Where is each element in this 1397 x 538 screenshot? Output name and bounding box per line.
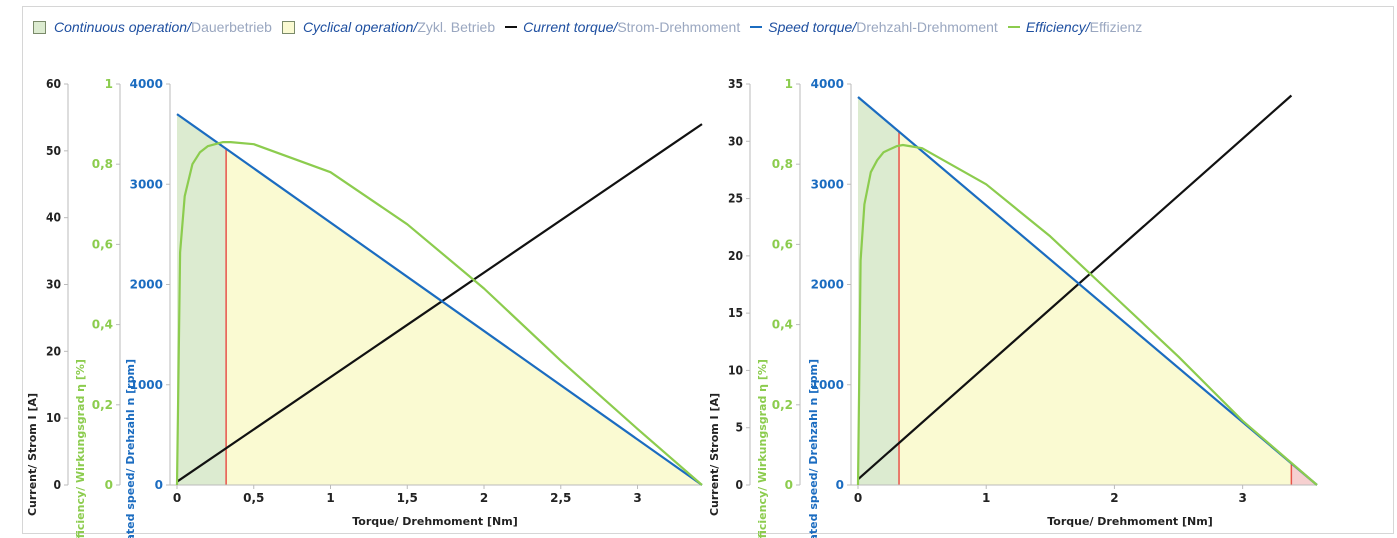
speed-axis-label: Rated speed/ Drehzahl n [rpm] [124, 359, 137, 538]
legend-swatch-continuous [33, 20, 46, 34]
legend-label-en: Continuous operation/ [54, 19, 191, 35]
legend-label-de: Strom-Drehmoment [617, 19, 741, 35]
x-tick-label: 2 [480, 491, 488, 505]
efficiency-series-line [175, 141, 703, 486]
current-axis-label: Current/ Strom I [A] [708, 393, 721, 516]
speed-tick-label: 4000 [811, 77, 844, 91]
legend-item-speed[interactable]: Speed torque/ Drehzahl-Drehmoment [750, 19, 998, 35]
speed-tick-label: 3000 [811, 177, 844, 191]
current-axis-label: Current/ Strom I [A] [26, 393, 39, 516]
legend-item-efficiency[interactable]: Efficiency/ Effizienz [1007, 19, 1143, 35]
speed-tick-label: 0 [836, 478, 844, 492]
speed-tick-label: 2000 [811, 278, 844, 292]
speed-tick-label: 3000 [130, 177, 163, 191]
speed-tick-label: 2000 [130, 278, 163, 292]
x-axis-label: Torque/ Drehmoment [Nm] [1047, 515, 1212, 528]
legend-item-continuous[interactable]: Continuous operation/ Dauerbetrieb [33, 19, 272, 35]
x-tick-label: 3 [633, 491, 641, 505]
speed-tick-label: 1000 [130, 378, 163, 392]
current-tick-label: 35 [728, 77, 743, 91]
continuous-region [858, 97, 900, 485]
current-tick-label: 10 [728, 363, 743, 377]
x-tick-label: 2 [1110, 491, 1118, 505]
efficiency-axis-label: Efficiency/ Wirkungsgrad η [%] [756, 359, 769, 538]
x-tick-label: 0,5 [243, 491, 264, 505]
speed-series-line [176, 113, 703, 486]
speed-axis-label: Rated speed/ Drehzahl n [rpm] [807, 359, 820, 538]
current-tick-label: 10 [46, 411, 61, 425]
efficiency-tick-label: 0,4 [92, 318, 113, 332]
current-series-line [857, 94, 1293, 481]
efficiency-tick-label: 0,2 [92, 398, 113, 412]
legend-item-current[interactable]: Current torque/ Strom-Drehmoment [505, 19, 740, 35]
efficiency-axis-label: Efficiency/ Wirkungsgrad η [%] [74, 359, 87, 538]
current-tick-label: 20 [46, 344, 61, 358]
efficiency-tick-label: 0,6 [772, 237, 793, 251]
legend: Continuous operation/ Dauerbetrieb Cycli… [33, 16, 1152, 38]
speed-tick-label: 0 [155, 478, 163, 492]
efficiency-tick-label: 0,8 [92, 157, 113, 171]
efficiency-tick-label: 0,6 [92, 237, 113, 251]
x-tick-label: 1,5 [397, 491, 418, 505]
efficiency-tick-label: 0 [785, 478, 793, 492]
x-axis-label: Torque/ Drehmoment [Nm] [352, 515, 517, 528]
speed-series-line [857, 96, 1318, 486]
efficiency-tick-label: 1 [105, 77, 113, 91]
legend-swatch-cyclical [281, 20, 295, 34]
legend-label-en: Current torque/ [523, 19, 618, 35]
efficiency-tick-label: 0,2 [772, 398, 793, 412]
x-tick-label: 1 [326, 491, 334, 505]
continuous-region [177, 114, 227, 485]
legend-label-en: Efficiency/ [1025, 19, 1090, 35]
current-tick-label: 60 [46, 77, 61, 91]
x-tick-label: 2,5 [550, 491, 571, 505]
efficiency-tick-label: 0,8 [772, 157, 793, 171]
current-tick-label: 30 [46, 278, 61, 292]
efficiency-series-line [856, 143, 1318, 486]
current-tick-label: 20 [728, 249, 743, 263]
chart-left: 010203040506000,20,40,60,810100020003000… [26, 77, 703, 538]
x-tick-label: 0 [854, 491, 862, 505]
legend-label-de: Drehzahl-Drehmoment [856, 19, 998, 35]
legend-label-en: Speed torque/ [768, 19, 857, 35]
legend-item-cyclical[interactable]: Cyclical operation/ Zykl. Betrieb [281, 19, 496, 35]
current-tick-label: 0 [53, 478, 61, 492]
current-tick-label: 30 [728, 134, 743, 148]
legend-label-en: Cyclical operation/ [302, 19, 418, 35]
legend-label-de: Dauerbetrieb [191, 19, 272, 35]
cyclical-region [899, 131, 1292, 485]
speed-tick-label: 4000 [130, 77, 163, 91]
chart-right: 0510152025303500,20,40,60,81010002000300… [708, 77, 1318, 538]
efficiency-tick-label: 0,4 [772, 318, 793, 332]
x-tick-label: 0 [173, 491, 181, 505]
legend-swatch-current [505, 26, 518, 28]
current-tick-label: 5 [735, 421, 743, 435]
efficiency-tick-label: 1 [785, 77, 793, 91]
legend-label-de: Effizienz [1089, 19, 1143, 35]
current-tick-label: 50 [46, 144, 61, 158]
speed-tick-label: 1000 [811, 378, 844, 392]
legend-label-de: Zykl. Betrieb [417, 19, 496, 35]
x-tick-label: 3 [1238, 491, 1246, 505]
current-tick-label: 25 [728, 192, 743, 206]
current-tick-label: 0 [735, 478, 743, 492]
legend-swatch-speed [750, 26, 763, 28]
current-tick-label: 15 [728, 306, 743, 320]
x-tick-label: 1 [982, 491, 990, 505]
legend-swatch-efficiency [1007, 26, 1020, 28]
current-tick-label: 40 [46, 211, 61, 225]
current-series-line [176, 123, 703, 483]
efficiency-tick-label: 0 [105, 478, 113, 492]
